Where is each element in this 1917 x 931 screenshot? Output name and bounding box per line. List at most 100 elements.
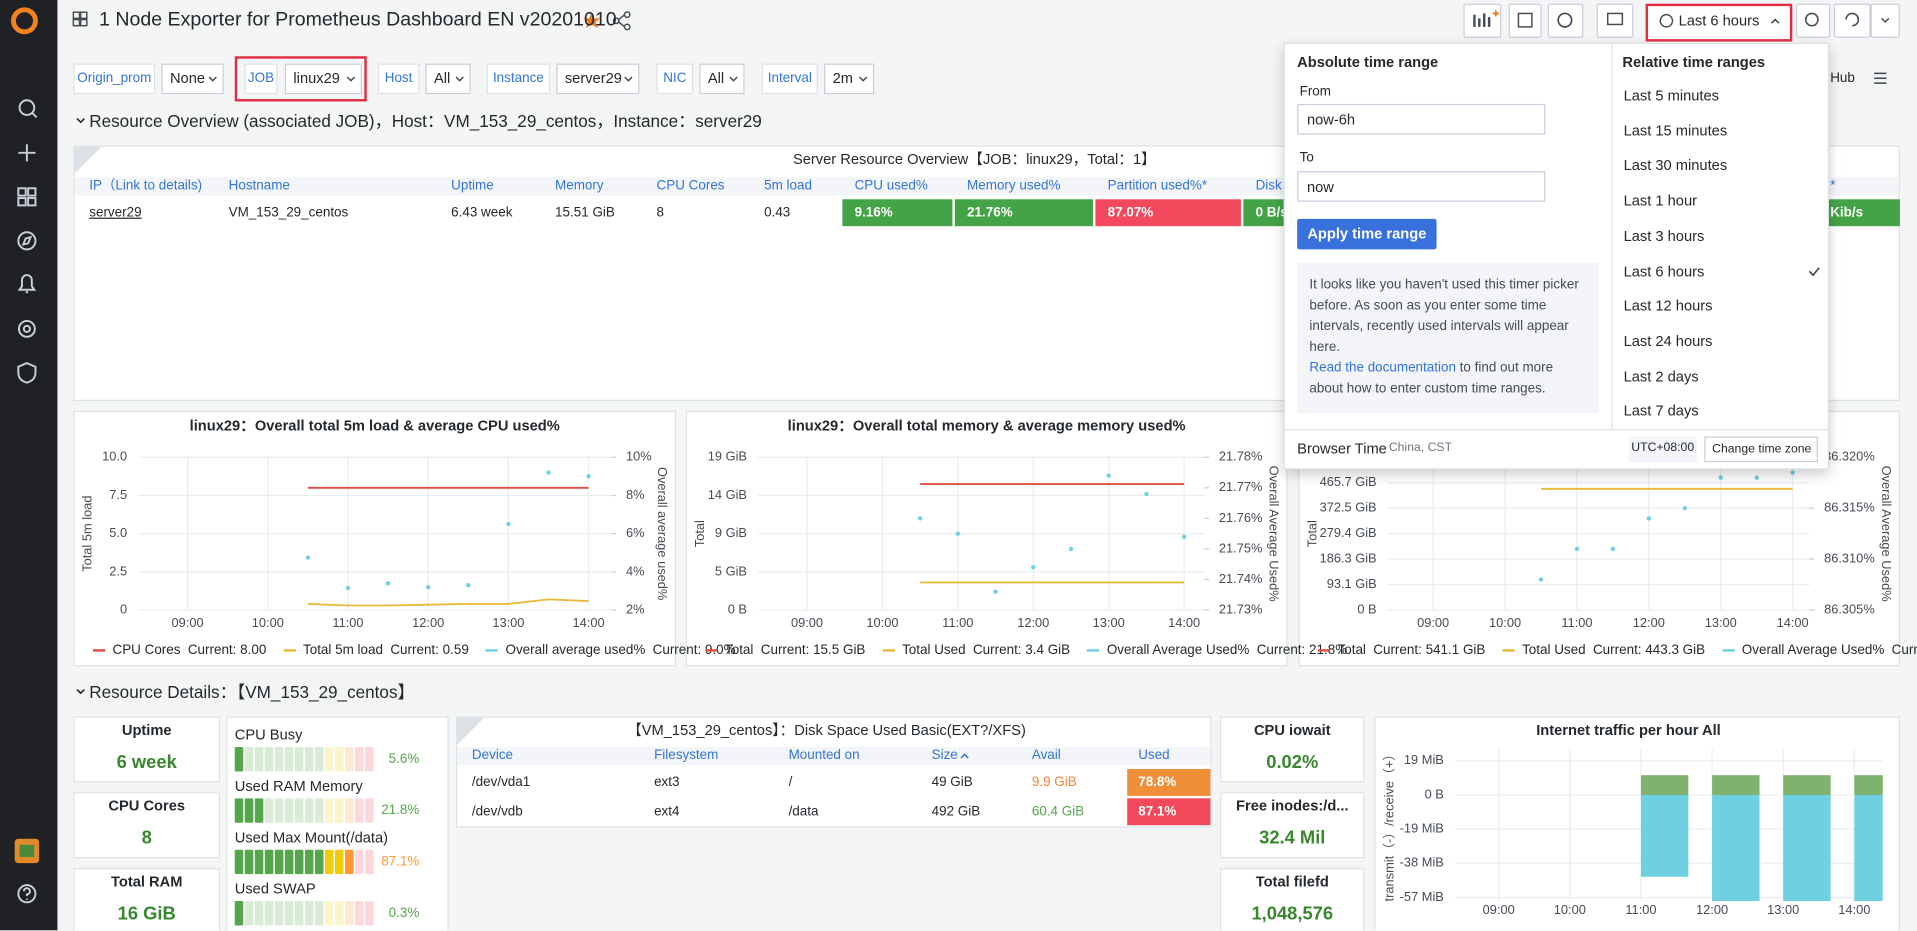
logo[interactable] (11, 7, 38, 35)
legend-item[interactable]: Total Used Current: 3.4 GiB (882, 641, 1070, 661)
toolbar-button[interactable] (1547, 3, 1584, 38)
column-header[interactable]: Disk r (1255, 178, 1290, 194)
to-input[interactable]: now (1297, 171, 1546, 202)
column-header[interactable]: Mounted on (788, 748, 860, 763)
time-range-label[interactable]: Last 6 hours (1678, 12, 1760, 30)
change-tz-button[interactable]: Change time zone (1704, 436, 1818, 463)
stat-value: 16 GiB (117, 903, 176, 925)
variable-value[interactable]: None (169, 69, 206, 87)
gauge-label: Used SWAP (234, 880, 316, 898)
add-panel-icon (1487, 17, 1491, 27)
relative-option[interactable]: Last 15 minutes (1623, 121, 1728, 139)
column-header[interactable]: Memory (555, 178, 604, 194)
explore-icon[interactable] (17, 231, 37, 251)
row-title[interactable]: Resource Overview (associated JOB)，Host：… (89, 111, 762, 131)
column-header[interactable]: 5m load (764, 178, 812, 194)
variable-select[interactable] (699, 63, 745, 95)
dashboard-icon (79, 11, 88, 20)
share-dot (623, 11, 631, 19)
toolbar-button[interactable] (1508, 3, 1542, 38)
gauge-label: Used RAM Memory (234, 777, 363, 795)
column-header[interactable]: Memory used% (967, 178, 1061, 194)
dashboard-title[interactable]: 1 Node Exporter for Prometheus Dashboard… (99, 9, 617, 31)
legend-item[interactable]: Total Current: 15.5 GiB (705, 641, 865, 661)
config-icon[interactable] (17, 319, 36, 338)
toolbar-button[interactable] (1596, 3, 1634, 38)
column-header[interactable]: IP（Link to details) (89, 178, 203, 194)
y2-tick-label: 6% (626, 525, 645, 540)
variable-value[interactable]: server29 (564, 69, 622, 87)
relative-option[interactable]: Last 6 hours (1623, 262, 1705, 280)
relative-option[interactable]: Last 30 minutes (1623, 156, 1728, 175)
toolbar-button[interactable] (1463, 3, 1502, 38)
apply-button[interactable]: Apply time range (1297, 218, 1437, 250)
legend-item[interactable]: Total 5m load Current: 0.59 (283, 641, 469, 661)
relative-option[interactable]: Last 1 hour (1623, 192, 1697, 210)
toolbar-button[interactable] (1833, 3, 1871, 38)
column-header[interactable]: Uptime (451, 178, 494, 194)
button-label[interactable]: Change time zone (1712, 442, 1812, 457)
section-title: Absolute time range (1297, 53, 1439, 71)
legend-item[interactable]: Overall Average Used% Current: 21.8% (1087, 641, 1347, 661)
gauge-cell (304, 746, 314, 772)
input-value[interactable]: now (1306, 178, 1334, 196)
gauge-cell (314, 901, 324, 926)
column-header[interactable]: CPU Cores (656, 178, 725, 194)
table-cell[interactable]: server29 (89, 205, 142, 221)
doc-link[interactable]: Read the documentation (1309, 360, 1456, 376)
relative-option[interactable]: Last 24 hours (1623, 332, 1713, 350)
help-icon[interactable] (17, 884, 37, 904)
variable-value[interactable]: All (434, 69, 451, 87)
row-title[interactable]: Resource Details：【VM_153_29_centos】 (89, 682, 415, 702)
variable-value[interactable]: linux29 (293, 69, 340, 87)
toolbar-button[interactable] (1795, 3, 1831, 38)
y-tick-label: 0 B (1425, 786, 1444, 801)
legend-item[interactable]: Total Used Current: 443.3 GiB (1502, 641, 1705, 661)
dashboards-icon[interactable] (17, 187, 37, 207)
legend-item[interactable]: CPU Cores Current: 8.00 (92, 641, 266, 661)
column-header[interactable]: Filesystem (654, 748, 719, 763)
column-header[interactable]: Device (471, 748, 514, 763)
star-icon (583, 12, 601, 29)
legend-item[interactable]: Total Current: 541.1 GiB (1317, 641, 1485, 661)
link-button[interactable]: Hub (1830, 70, 1855, 86)
variable-select[interactable] (425, 63, 471, 95)
relative-option[interactable]: Last 7 days (1623, 402, 1699, 420)
from-input[interactable]: now-6h (1297, 103, 1546, 135)
y2-tick-label: 21.76% (1219, 510, 1263, 525)
toolbar-button[interactable] (1870, 3, 1900, 38)
column-header[interactable]: Avail (1031, 748, 1061, 763)
variable-value[interactable]: All (707, 69, 725, 87)
time-range-button[interactable] (1645, 3, 1793, 42)
legend-item[interactable]: Overall Average Used% Current: 86.3% (1722, 641, 1917, 661)
gauge-cell (244, 746, 254, 772)
y-tick-label: 9 GiB (715, 525, 747, 540)
column-header[interactable]: CPU used% (854, 178, 928, 194)
search-icon[interactable] (18, 99, 38, 119)
relative-option[interactable]: Last 3 hours (1623, 227, 1705, 245)
variable-select[interactable] (161, 63, 224, 95)
relative-option[interactable]: Last 12 hours (1623, 297, 1713, 315)
input-value[interactable]: now-6h (1306, 111, 1356, 129)
gauge-cell (334, 901, 344, 926)
data-point (993, 589, 998, 594)
button-label[interactable]: Apply time range (1307, 224, 1427, 243)
y2-tick-label: 21.78% (1219, 449, 1263, 464)
relative-option[interactable]: Last 2 days (1623, 367, 1699, 385)
gauge-cell (345, 849, 354, 875)
admin-icon[interactable] (17, 362, 37, 384)
create-icon[interactable] (18, 144, 36, 162)
y-tick-label: 0 B (1357, 601, 1376, 616)
gauge-value: 87.1% (381, 854, 420, 870)
y-tick-label: -38 MiB (1400, 855, 1444, 870)
variable-value[interactable]: 2m (832, 69, 853, 87)
column-header[interactable]: Used (1138, 748, 1170, 763)
alerting-icon[interactable] (17, 274, 37, 294)
legend-item[interactable]: Overall average used% Current: 9.0% (485, 641, 736, 661)
relative-option[interactable]: Last 5 minutes (1623, 86, 1720, 104)
column-header[interactable]: Size (931, 748, 958, 763)
column-header[interactable]: Hostname (228, 178, 290, 194)
column-header[interactable]: Partition used%* (1107, 178, 1208, 194)
y2-tick-label: 8% (626, 487, 645, 502)
